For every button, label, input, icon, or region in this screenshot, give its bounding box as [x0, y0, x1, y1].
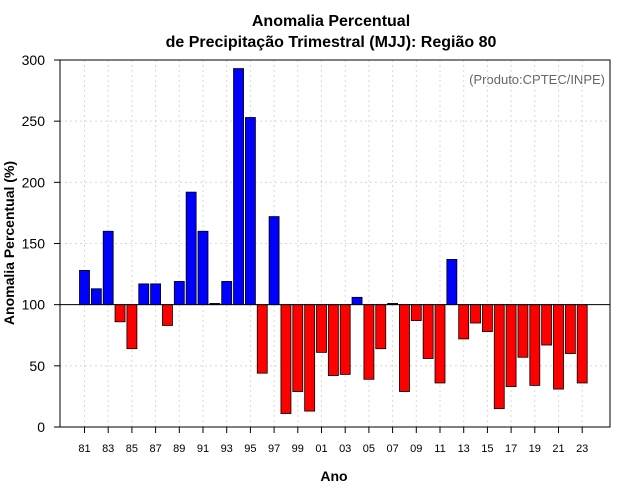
bar-11: [434, 304, 446, 384]
bar-09: [410, 304, 422, 321]
bar-03: [339, 304, 351, 375]
x-tick-label: 97: [268, 443, 280, 455]
bar-85: [126, 304, 138, 350]
x-tick-label: 95: [244, 443, 256, 455]
x-tick-label: 81: [78, 443, 90, 455]
y-tick-label: 50: [29, 358, 45, 374]
x-tick-label: 07: [386, 443, 398, 455]
bar-08: [399, 304, 410, 392]
bar-01: [316, 304, 327, 353]
bar-05: [363, 304, 375, 380]
chart-title-line2: de Precipitação Trimestral (MJJ): Região…: [166, 34, 497, 51]
bar-91: [197, 230, 209, 306]
bar-13: [458, 304, 470, 340]
bar-06: [375, 304, 387, 350]
y-axis: 0 50 100 150 200 250 300: [22, 52, 60, 435]
x-axis: 81 83 85 87 89 91 93 95 97 99 01 03 05 07 09 11 13 15 17 19…: [78, 427, 588, 455]
x-tick-label: 85: [126, 443, 138, 455]
bar-88: [162, 304, 173, 326]
bar-02: [327, 304, 339, 377]
bar-94: [233, 68, 244, 306]
bar-12: [446, 259, 458, 306]
bar-22: [564, 304, 576, 354]
bar-82: [90, 288, 102, 306]
bar-93: [221, 281, 233, 306]
x-tick-label: 09: [410, 443, 422, 455]
x-tick-label: 17: [505, 443, 517, 455]
bar-81: [79, 270, 90, 306]
bar-10: [422, 304, 434, 359]
y-tick-label: 200: [22, 174, 46, 190]
x-tick-label: 05: [363, 443, 375, 455]
x-tick-label: 15: [481, 443, 493, 455]
bar-18: [517, 304, 529, 358]
y-tick-label: 150: [22, 236, 46, 252]
x-tick-label: 21: [552, 443, 564, 455]
x-tick-label: 11: [434, 443, 445, 455]
bar-97: [268, 216, 280, 306]
x-tick-label: 99: [292, 443, 304, 455]
bar-90: [185, 191, 197, 306]
x-tick-label: 93: [221, 443, 233, 455]
y-tick-label: 250: [22, 113, 46, 129]
credit-label: (Produto:CPTEC/INPE): [469, 72, 605, 87]
bar-99: [292, 304, 304, 392]
y-tick-label: 0: [37, 419, 45, 435]
x-tick-label: 23: [576, 443, 588, 455]
bar-20: [541, 304, 553, 346]
bar-21: [553, 304, 564, 390]
bar-23: [576, 304, 588, 384]
bar-84: [114, 304, 126, 323]
x-tick-label: 83: [102, 443, 114, 455]
x-tick-label: 19: [529, 443, 541, 455]
bar-04: [351, 296, 363, 306]
bar-00: [304, 304, 316, 412]
y-tick-label: 100: [22, 297, 46, 313]
bar-86: [138, 283, 150, 306]
x-tick-label: 01: [315, 443, 327, 455]
x-tick-label: 91: [197, 443, 209, 455]
bar-83: [102, 230, 114, 306]
chart-title-line1: Anomalia Percentual: [252, 13, 410, 30]
bar-87: [150, 283, 162, 306]
x-tick-label: 87: [149, 443, 161, 455]
bar-89: [173, 281, 185, 306]
x-axis-title: Ano: [320, 468, 347, 484]
y-tick-label: 300: [22, 52, 46, 68]
bar-15: [481, 304, 493, 332]
x-tick-label: 89: [173, 443, 185, 455]
bar-19: [529, 304, 541, 386]
bar-96: [256, 304, 268, 374]
y-axis-title: Anomalia Percentual (%): [1, 161, 17, 325]
x-tick-label: 13: [458, 443, 470, 455]
bar-16: [493, 304, 505, 410]
bar-98: [280, 304, 292, 414]
bar-14: [470, 304, 481, 324]
x-tick-label: 03: [339, 443, 351, 455]
bar-17: [505, 304, 517, 388]
bar-95: [244, 117, 256, 306]
